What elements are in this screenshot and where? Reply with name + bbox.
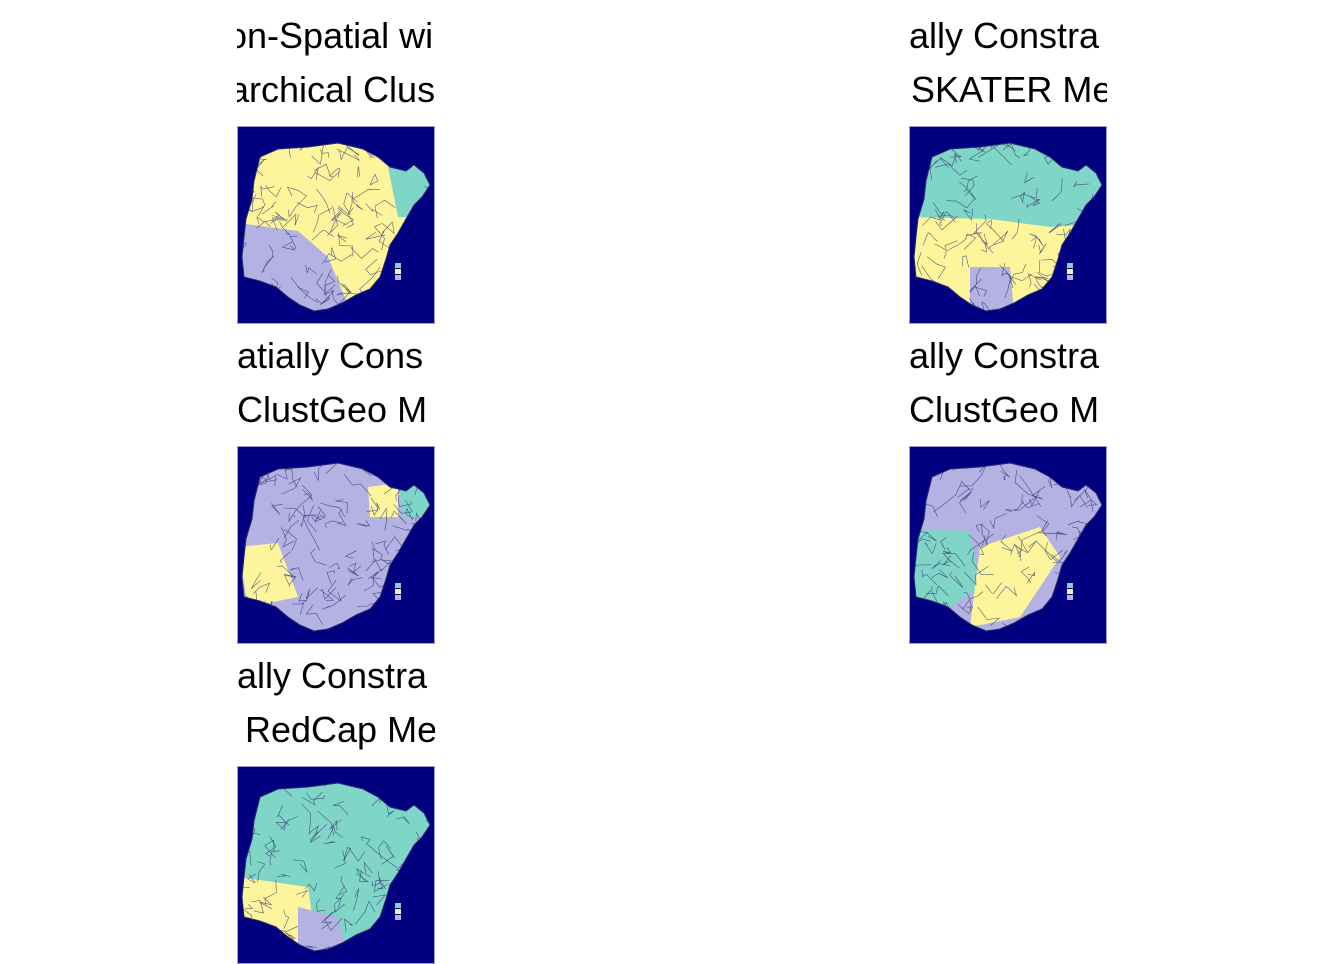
legend-swatch [1067,269,1073,274]
panel-title-line1: atially Cons [237,335,424,376]
panel-title-line1: on-Spatial wi [237,15,434,56]
panel-title-line2: archical Clus [237,69,435,110]
cluster-region [242,543,298,607]
cluster-map [237,766,435,964]
cluster-map [237,126,435,324]
panel-title-line2: SKATER Me [911,69,1107,110]
cluster-map [909,126,1107,324]
legend-swatch [395,583,401,588]
map-svg [241,462,431,632]
cluster-map [909,446,1107,644]
legend-swatch [395,263,401,268]
legend-swatch [395,915,401,920]
legend-swatch [1067,275,1073,280]
legend-swatch [395,589,401,594]
legend-swatch [395,269,401,274]
map-svg [241,142,431,312]
country-outline [913,462,1103,632]
cluster-region [368,483,398,517]
panel-title-line2: RedCap Me [245,709,435,750]
country-outline [241,462,431,632]
legend-swatch [1067,589,1073,594]
cluster-region [298,907,348,951]
panel-title-line2: ClustGeo M [237,389,428,430]
country-outline [241,142,431,312]
country-outline [913,142,1103,312]
legend-swatch [1067,263,1073,268]
panel-title-line1: ally Constra [909,335,1100,376]
legend-swatch [395,595,401,600]
country-outline [241,782,431,952]
panel-title-line1: ally Constra [237,655,428,696]
cluster-region [970,267,1014,311]
cluster-map [237,446,435,644]
panel-title-line2: ClustGeo M [909,389,1100,430]
legend-swatch [395,909,401,914]
cluster-region [970,527,1060,627]
legend-swatch [1067,595,1073,600]
legend-swatch [395,275,401,280]
map-svg [241,782,431,952]
legend-swatch [1067,583,1073,588]
panel-title-line1: ally Constra [909,15,1100,56]
map-svg [913,142,1103,312]
map-svg [913,462,1103,632]
legend-swatch [395,903,401,908]
